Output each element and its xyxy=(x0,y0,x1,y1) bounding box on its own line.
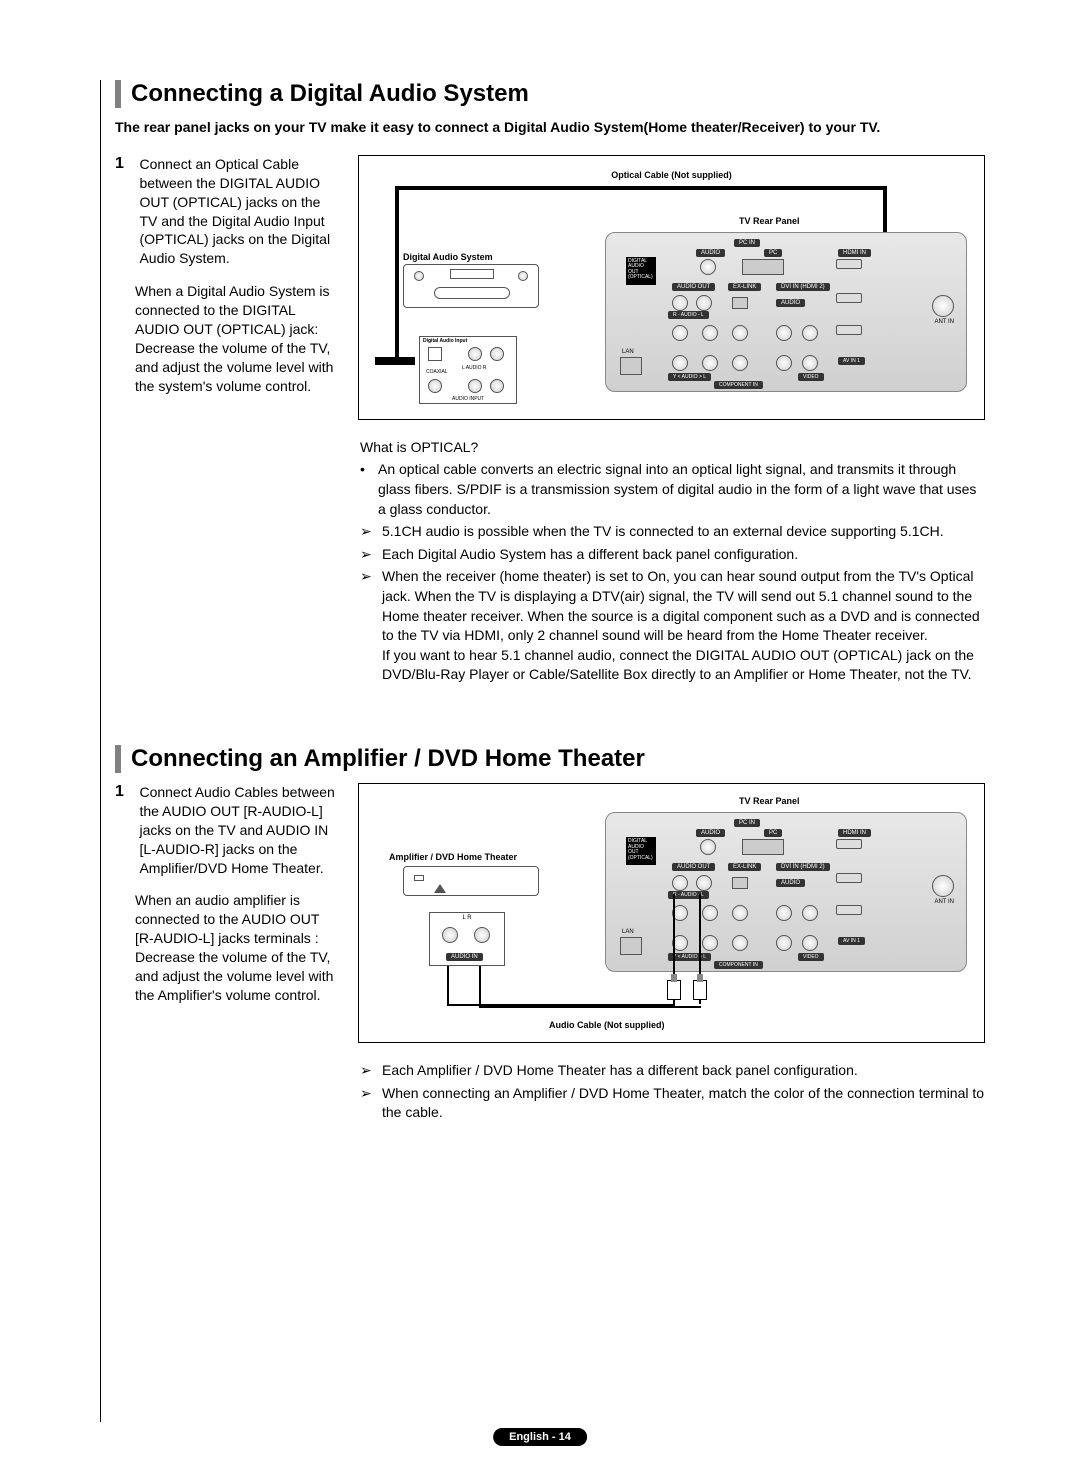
digital-audio-out-port: DIGITAL AUDIO OUT (OPTICAL) xyxy=(626,257,656,285)
arrow2-text: Each Digital Audio System has a differen… xyxy=(382,545,798,565)
page-margin-line xyxy=(100,80,101,1422)
audio-system-inputs: Digital Audio Input L AUDIO R COAXIAL AU… xyxy=(419,336,517,404)
arrow1: ➢ 5.1CH audio is possible when the TV is… xyxy=(360,522,985,542)
section2-notes: ➢ Each Amplifier / DVD Home Theater has … xyxy=(360,1061,985,1123)
section1-diagram: Optical Cable (Not supplied) Digital Aud… xyxy=(358,155,985,420)
arrow-icon: ➢ xyxy=(360,522,382,542)
section1-title: Connecting a Digital Audio System xyxy=(131,80,529,108)
page-content: Connecting a Digital Audio System The re… xyxy=(0,0,1080,1163)
section2-body: 1 Connect Audio Cables between the AUDIO… xyxy=(115,783,985,1043)
section1-steps: 1 Connect an Optical Cable between the D… xyxy=(115,155,340,420)
tv-rear-panel-2: PC IN AUDIO PC HDMI IN DIGITAL AUDIO OUT… xyxy=(605,812,967,972)
step-number: 1 xyxy=(115,783,135,801)
section1-body: 1 Connect an Optical Cable between the D… xyxy=(115,155,985,420)
step1-para2: When a Digital Audio System is connected… xyxy=(135,282,340,395)
title-accent xyxy=(115,80,121,108)
optical-plug-left xyxy=(375,357,415,365)
step2-text: Connect Audio Cables between the AUDIO O… xyxy=(139,783,339,877)
s2-arrow2-text: When connecting an Amplifier / DVD Home … xyxy=(382,1084,985,1123)
section2-diagram: TV Rear Panel PC IN AUDIO PC HDMI IN DIG… xyxy=(358,783,985,1043)
cable-left xyxy=(395,186,399,361)
arrow-icon: ➢ xyxy=(360,1061,382,1081)
section1-title-bar: Connecting a Digital Audio System xyxy=(115,80,985,108)
bullet-icon: • xyxy=(360,460,378,519)
amplifier-box xyxy=(403,866,539,896)
title-accent xyxy=(115,745,121,773)
section2-title: Connecting an Amplifier / DVD Home Theat… xyxy=(131,745,645,773)
arrow-icon: ➢ xyxy=(360,567,382,685)
step1-text: Connect an Optical Cable between the DIG… xyxy=(139,155,339,268)
amplifier-label: Amplifier / DVD Home Theater xyxy=(389,852,517,862)
step2-para2: When an audio amplifier is connected to … xyxy=(135,891,340,1004)
bullet1: • An optical cable converts an electric … xyxy=(360,460,985,519)
s2-arrow1: ➢ Each Amplifier / DVD Home Theater has … xyxy=(360,1061,985,1081)
digital-audio-system-label: Digital Audio System xyxy=(403,252,493,262)
audio-cable-label: Audio Cable (Not supplied) xyxy=(549,1020,665,1030)
cable-top xyxy=(395,186,885,190)
section1-intro: The rear panel jacks on your TV make it … xyxy=(115,118,985,137)
section1-notes: What is OPTICAL? • An optical cable conv… xyxy=(360,438,985,685)
page-footer: English - 14 xyxy=(493,1428,587,1446)
section2-title-bar: Connecting an Amplifier / DVD Home Theat… xyxy=(115,745,985,773)
optical-cable-label: Optical Cable (Not supplied) xyxy=(611,170,732,180)
step-number: 1 xyxy=(115,155,135,173)
section2-steps: 1 Connect Audio Cables between the AUDIO… xyxy=(115,783,340,1043)
amplifier-inputs: L R AUDIO IN xyxy=(429,912,505,966)
what-is-optical: What is OPTICAL? xyxy=(360,438,985,458)
arrow3-cont: If you want to hear 5.1 channel audio, c… xyxy=(382,647,974,683)
s2-arrow1-text: Each Amplifier / DVD Home Theater has a … xyxy=(382,1061,858,1081)
arrow2: ➢ Each Digital Audio System has a differ… xyxy=(360,545,985,565)
arrow-icon: ➢ xyxy=(360,545,382,565)
s2-arrow2: ➢ When connecting an Amplifier / DVD Hom… xyxy=(360,1084,985,1123)
arrow3: ➢ When the receiver (home theater) is se… xyxy=(360,567,985,685)
tv-rear-panel-label2: TV Rear Panel xyxy=(739,796,800,806)
tv-rear-panel-label: TV Rear Panel xyxy=(739,216,800,226)
bullet1-text: An optical cable converts an electric si… xyxy=(378,460,985,519)
arrow1-text: 5.1CH audio is possible when the TV is c… xyxy=(382,522,944,542)
tv-rear-panel: PC IN AUDIO PC HDMI IN DIGITAL AUDIO OUT… xyxy=(605,232,967,392)
arrow3-text: When the receiver (home theater) is set … xyxy=(382,568,980,643)
arrow-icon: ➢ xyxy=(360,1084,382,1123)
audio-system-box xyxy=(403,264,539,308)
section2: Connecting an Amplifier / DVD Home Theat… xyxy=(115,745,985,1123)
